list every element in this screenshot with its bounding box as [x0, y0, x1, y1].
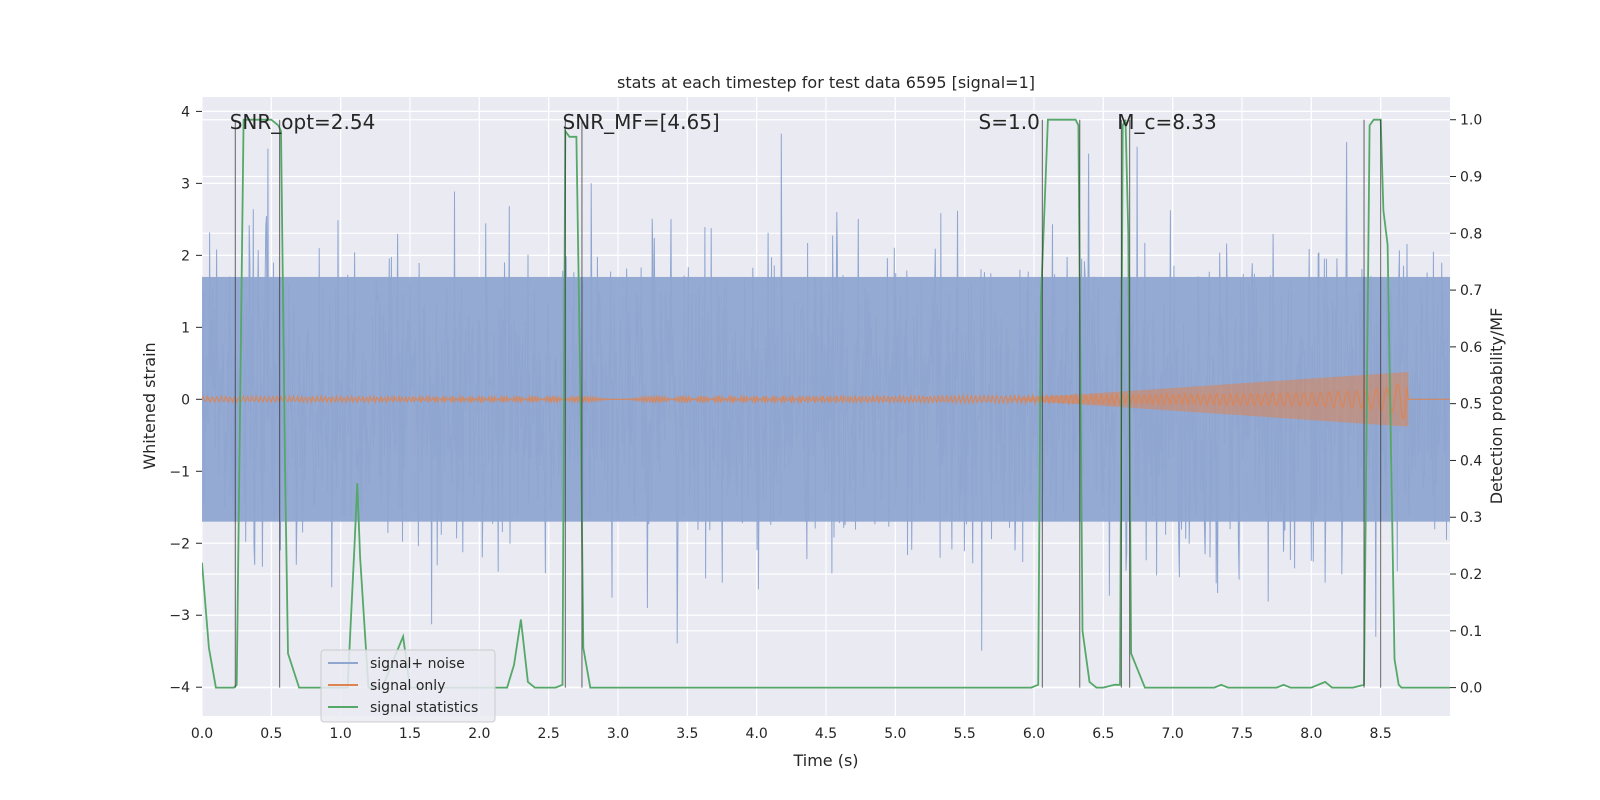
legend-box — [320, 649, 496, 723]
y-left-tick-label: −3 — [169, 608, 190, 624]
y-left-tick-label: 2 — [181, 248, 190, 264]
x-tick-label: 6.5 — [1092, 726, 1114, 742]
y-axis-left-title: Whitened strain — [140, 342, 159, 469]
legend-label-signal-only: signal only — [370, 678, 445, 694]
x-tick-label: 3.5 — [676, 726, 698, 742]
chart-title: stats at each timestep for test data 659… — [617, 73, 1035, 92]
x-tick-label: 4.0 — [746, 726, 768, 742]
x-tick-label: 2.0 — [468, 726, 490, 742]
y-right-tick-label: 0.7 — [1460, 283, 1482, 299]
x-tick-label: 8.0 — [1300, 726, 1322, 742]
legend-label-signal-statistics: signal statistics — [370, 700, 478, 716]
vertical-markers — [234, 119, 1382, 688]
y-right-tick-label: 0.2 — [1460, 567, 1482, 583]
legend-label-signal-noise: signal+ noise — [370, 656, 465, 672]
series-layer — [202, 118, 1450, 689]
y-right-tick-label: 0.8 — [1460, 226, 1482, 242]
y-right-tick-label: 0.3 — [1460, 510, 1482, 526]
x-tick-label: 4.5 — [815, 726, 837, 742]
x-tick-label: 5.5 — [954, 726, 976, 742]
x-tick-label: 8.5 — [1370, 726, 1392, 742]
y-axis-right-title: Detection probability/MF — [1487, 308, 1506, 505]
legend: signal+ noise signal only signal statist… — [320, 649, 496, 723]
x-tick-label: 0.0 — [191, 726, 213, 742]
y-right-tick-label: 0.9 — [1460, 170, 1482, 186]
y-right-tick-label: 0.6 — [1460, 340, 1482, 356]
y-left-tick-label: 1 — [181, 320, 190, 336]
annotations: SNR_opt=2.54 SNR_MF=[4.65] S=1.0 M_c=8.33 — [230, 110, 1217, 134]
y-axis-left: 4 3 2 1 0 −1 −2 −3 −4 — [169, 104, 202, 696]
x-tick-label: 5.0 — [884, 726, 906, 742]
annotation-2: SNR_MF=[4.65] — [563, 110, 720, 134]
y-right-tick-label: 0.5 — [1460, 397, 1482, 413]
x-axis-title: Time (s) — [792, 751, 858, 770]
x-axis: 0.0 0.5 1.0 1.5 2.0 2.5 3.0 3.5 4.0 4.5 5.0 5.5 6.0 6… — [191, 726, 1392, 742]
x-tick-label: 3.0 — [607, 726, 629, 742]
y-right-tick-label: 0.0 — [1460, 681, 1482, 697]
x-tick-label: 2.5 — [538, 726, 560, 742]
x-tick-label: 1.5 — [399, 726, 421, 742]
x-tick-label: 6.0 — [1023, 726, 1045, 742]
y-right-tick-label: 1.0 — [1460, 113, 1482, 129]
y-left-tick-label: −4 — [169, 680, 190, 696]
y-left-tick-label: 0 — [181, 392, 190, 408]
annotation-3: S=1.0 — [979, 110, 1040, 134]
annotation-4: M_c=8.33 — [1117, 110, 1217, 134]
y-right-tick-label: 0.4 — [1460, 453, 1482, 469]
y-right-tick-label: 0.1 — [1460, 624, 1482, 640]
y-left-tick-label: 3 — [181, 176, 190, 192]
annotation-1: SNR_opt=2.54 — [230, 110, 376, 134]
x-tick-label: 7.5 — [1231, 726, 1253, 742]
y-axis-right: 1.0 0.9 0.8 0.7 0.6 0.5 0.4 0.3 0.2 0.1 0.0 — [1450, 113, 1482, 697]
x-tick-label: 7.0 — [1162, 726, 1184, 742]
x-tick-label: 1.0 — [330, 726, 352, 742]
y-left-tick-label: −2 — [169, 536, 190, 552]
series-signal-only-envelope — [1006, 371, 1409, 427]
y-left-tick-label: −1 — [169, 464, 190, 480]
y-left-tick-label: 4 — [181, 104, 190, 120]
x-tick-label: 0.5 — [260, 726, 282, 742]
